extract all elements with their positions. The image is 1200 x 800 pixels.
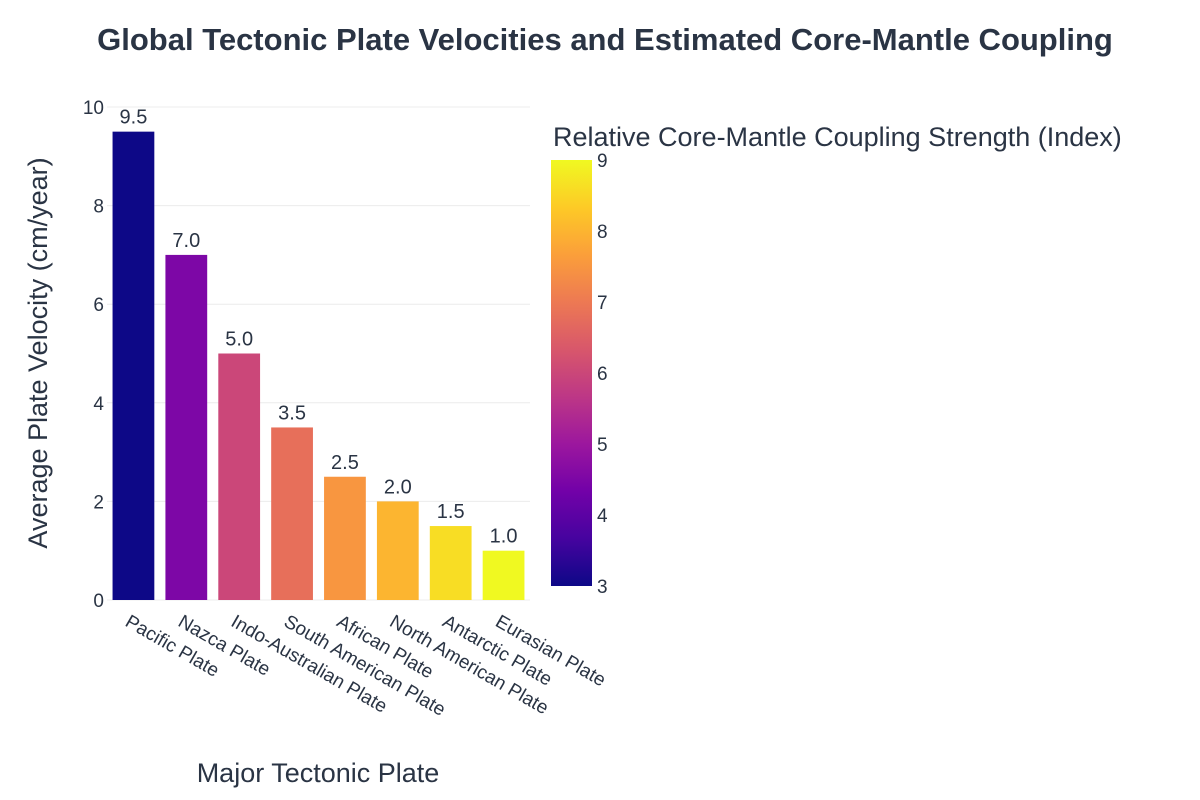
data-label: 9.5 xyxy=(120,107,148,129)
y-tick-label: 8 xyxy=(93,197,104,218)
bar xyxy=(324,476,366,600)
bar xyxy=(112,131,155,600)
bar xyxy=(482,550,525,600)
colorbar-tick-label: 8 xyxy=(597,222,608,243)
data-label: 2.5 xyxy=(331,452,359,474)
y-tick-label: 4 xyxy=(93,394,104,415)
colorbar-tick-label: 5 xyxy=(597,435,608,456)
data-labels: 9.5 7.0 5.0 3.5 2.5 2.0 1.5 1.0 xyxy=(120,107,518,548)
data-label: 1.0 xyxy=(490,526,518,548)
colorbar-ticks: 3 4 5 6 7 8 9 xyxy=(597,151,608,598)
data-label: 3.5 xyxy=(278,402,306,424)
colorbar-tick-label: 6 xyxy=(597,364,608,385)
bar xyxy=(271,427,313,600)
y-axis-title: Average Plate Velocity (cm/year) xyxy=(23,157,53,548)
colorbar-tick-label: 3 xyxy=(597,577,608,598)
data-label: 2.0 xyxy=(384,476,412,498)
colorbar-scale xyxy=(551,160,592,586)
y-tick-label: 10 xyxy=(83,98,104,119)
data-label: 7.0 xyxy=(172,230,200,252)
colorbar: Relative Core-Mantle Coupling Strength (… xyxy=(551,122,1122,598)
y-tick-label: 2 xyxy=(93,492,104,513)
y-tick-label: 0 xyxy=(93,591,104,612)
colorbar-tick-label: 4 xyxy=(597,506,608,527)
colorbar-title: Relative Core-Mantle Coupling Strength (… xyxy=(553,122,1122,152)
bar xyxy=(218,353,261,600)
colorbar-tick-label: 7 xyxy=(597,293,608,314)
y-tick-label: 6 xyxy=(93,295,104,316)
y-axis-ticks: 0 2 4 6 8 10 xyxy=(83,98,105,612)
data-label: 1.5 xyxy=(437,501,465,523)
data-label: 5.0 xyxy=(225,329,253,351)
x-axis-title: Major Tectonic Plate xyxy=(197,758,440,788)
bar xyxy=(429,526,472,600)
bars xyxy=(112,131,525,600)
bar xyxy=(376,501,419,600)
bar xyxy=(165,254,208,600)
chart-title: Global Tectonic Plate Velocities and Est… xyxy=(97,22,1113,57)
colorbar-tick-label: 9 xyxy=(597,151,608,172)
